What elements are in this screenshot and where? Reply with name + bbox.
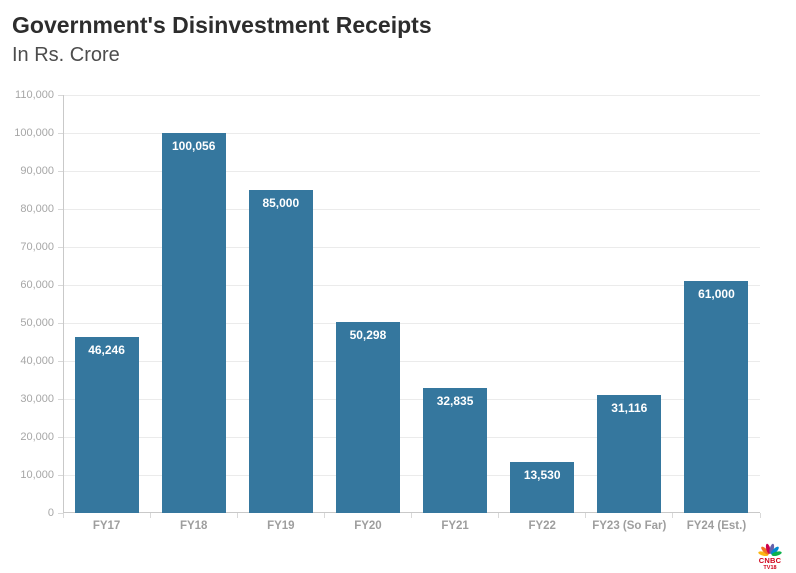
bar-value-label: 46,246 (88, 343, 125, 358)
x-axis-label: FY22 (528, 520, 556, 532)
y-axis-label: 110,000 (15, 89, 54, 101)
x-tick-mark (236, 513, 238, 518)
bar-value-label: 32,835 (436, 394, 474, 409)
x-tick-mark (585, 513, 587, 518)
y-tick-mark (58, 322, 63, 324)
bar-value-label: 13,530 (523, 467, 561, 482)
x-tick-mark (672, 513, 674, 518)
gridline (63, 398, 760, 400)
bar-value-label: 85,000 (262, 196, 300, 210)
bar: 100,056 (161, 132, 226, 513)
gridline (63, 284, 760, 286)
x-tick-mark (759, 513, 761, 518)
y-tick-mark (58, 94, 63, 96)
logo-text-tv18: TV18 (763, 564, 777, 571)
gridline (63, 436, 760, 438)
gridline (63, 132, 760, 134)
plot-area: 0 10,000 20,000 30,000 40,000 50,000 60,000 70,… (14, 89, 761, 532)
chart-subtitle: In Rs. Crore (12, 44, 120, 66)
x-axis-line (63, 512, 760, 513)
x-axis-label: FY17 (92, 520, 121, 532)
peacock-feather (771, 551, 782, 556)
gridline (63, 94, 760, 96)
gridline (63, 246, 760, 248)
x-axis-label: FY24 (Est.) (686, 520, 747, 532)
cnbctv18-logo: CNBC TV18 (756, 543, 784, 571)
x-axis-label: FY21 (441, 520, 469, 532)
y-tick-mark (58, 208, 63, 210)
y-axis-label: 40,000 (20, 355, 54, 367)
x-axis-label: FY20 (354, 520, 382, 532)
x-tick-mark (149, 513, 151, 518)
bar-value-label: 100,056 (171, 138, 216, 153)
y-tick-mark (58, 246, 63, 248)
y-tick-mark (58, 360, 63, 362)
gridline (63, 360, 760, 362)
x-axis-label: FY19 (267, 520, 295, 532)
x-tick-mark (411, 513, 412, 518)
y-axis-label: 70,000 (20, 241, 54, 253)
x-tick-mark (62, 513, 64, 518)
bar: 31,116 (597, 394, 662, 513)
peacock-feather (765, 543, 771, 554)
bar-value-label: 61,000 (698, 287, 735, 302)
x-tick-mark (498, 513, 500, 518)
x-axis-label: FY23 (So Far) (592, 520, 667, 532)
logo-text-cnbc: CNBC (758, 556, 782, 565)
bar: 85,000 (248, 190, 313, 513)
gridline (63, 474, 760, 476)
y-tick-mark (58, 284, 63, 286)
gridline (63, 170, 760, 172)
y-axis-label: 20,000 (20, 431, 54, 443)
y-tick-mark (58, 512, 63, 514)
y-axis-label: 60,000 (20, 279, 54, 291)
y-tick-mark (58, 170, 63, 172)
chart-title: Government's Disinvestment Receipts (12, 12, 432, 38)
bar: 61,000 (684, 281, 749, 513)
bar: 50,298 (335, 321, 400, 513)
bar-value-label: 31,116 (611, 400, 648, 415)
y-tick-mark (58, 132, 63, 134)
y-tick-mark (58, 474, 63, 476)
peacock-feather (761, 546, 770, 555)
y-axis-label: 50,000 (20, 317, 54, 329)
bar-value-label: 50,298 (349, 327, 387, 342)
y-tick-mark (58, 436, 63, 438)
x-axis-label: FY18 (179, 520, 208, 532)
y-axis-label: 0 (47, 507, 54, 519)
y-tick-mark (58, 398, 63, 400)
y-axis-label: 90,000 (20, 165, 54, 177)
gridline (63, 322, 760, 324)
y-axis-label: 10,000 (20, 469, 54, 481)
peacock-icon (758, 543, 782, 556)
y-axis-label: 80,000 (20, 203, 54, 215)
y-axis-label: 30,000 (20, 393, 54, 405)
y-axis-label: 100,000 (14, 127, 54, 139)
bar: 46,246 (74, 337, 139, 513)
y-axis-line (63, 95, 64, 513)
gridline (63, 208, 760, 210)
bar: 13,530 (510, 461, 575, 513)
x-tick-mark (323, 513, 325, 518)
peacock-feather (770, 546, 779, 555)
bar: 32,835 (423, 388, 488, 513)
